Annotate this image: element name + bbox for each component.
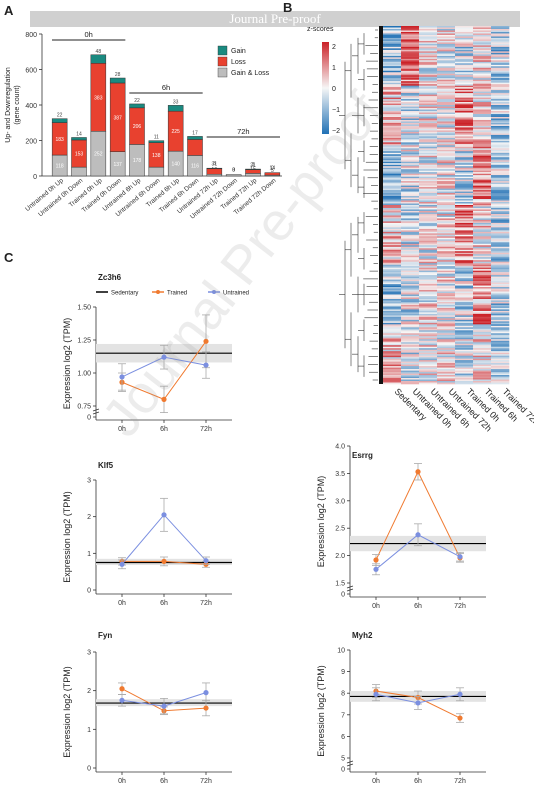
bar-segment <box>225 174 242 177</box>
bar-value-label: 0 <box>232 168 235 174</box>
bar-segment <box>206 173 223 177</box>
bar-value-label: 22 <box>134 98 140 104</box>
bar-value-label: 3 <box>252 162 255 168</box>
bar-value-label: 387 <box>113 115 122 121</box>
bar-value-label: 3 <box>213 161 216 167</box>
bar-segment <box>245 173 261 177</box>
y-tick-label: 0 <box>33 174 37 181</box>
bar-value-label: 118 <box>56 164 64 170</box>
bar-segment <box>264 172 281 176</box>
bar-segment <box>51 118 68 123</box>
legend-swatch <box>217 45 228 56</box>
group-label: 72h <box>237 127 250 136</box>
panel-b-label: B <box>283 0 293 15</box>
bar-value-label: 14 <box>76 131 82 137</box>
bar-value-label: 14 <box>270 166 276 172</box>
bar-value-label: 11 <box>154 135 159 141</box>
journal-banner: Journal Pre-proof <box>30 11 520 27</box>
bar-segment <box>129 103 145 109</box>
bar-value-label: 31 <box>212 162 218 168</box>
bar-value-label: 33 <box>173 99 179 105</box>
y-axis-label: Up- and Downregulation (gene count) <box>5 67 21 143</box>
bar-value-label: 28 <box>115 72 121 78</box>
y-tick-label: 800 <box>25 32 37 39</box>
bar-value-label: 48 <box>96 49 102 55</box>
legend-label: Loss <box>231 59 246 66</box>
bar-value-label: 140 <box>171 162 180 168</box>
bar-segment <box>71 137 87 141</box>
legend-label: Gain & Loss <box>231 70 270 77</box>
bar-value-label: 252 <box>94 152 103 158</box>
y-axis-label-line2: (gene count) <box>14 85 21 124</box>
bar-value-label: 183 <box>55 137 64 143</box>
y-tick-label: 600 <box>25 68 37 75</box>
legend-label: Gain <box>231 48 246 55</box>
bar-segment <box>167 105 184 112</box>
panel-a-label: A <box>4 3 14 18</box>
y-tick-label: 200 <box>25 139 37 146</box>
bar-value-label: 0 <box>271 166 274 172</box>
group-label: 6h <box>162 83 170 92</box>
banner-text: Journal Pre-proof <box>229 11 321 26</box>
group-label: 0h <box>84 30 92 39</box>
bar-segment <box>245 168 261 170</box>
bar-value-label: 0 <box>232 168 235 174</box>
panel-c-label: C <box>4 250 14 265</box>
bar-segment <box>187 136 203 140</box>
bar-segment <box>148 140 165 143</box>
bar-segment <box>206 167 223 170</box>
bar-value-label: 225 <box>171 129 180 135</box>
legend-swatch <box>217 56 228 67</box>
bar-value-label: 178 <box>133 158 142 164</box>
bar-value-label: 116 <box>191 164 199 170</box>
bar-segment <box>109 77 126 84</box>
bar-value-label: 383 <box>94 95 103 101</box>
bar-value-label: 17 <box>192 130 198 136</box>
bar-segment <box>245 169 261 174</box>
bar-value-label: 138 <box>152 153 161 159</box>
legend-swatch <box>217 67 228 78</box>
bar-segment <box>206 168 223 175</box>
y-tick-label: 400 <box>25 103 37 110</box>
bar-value-label: 153 <box>75 152 84 158</box>
bar-value-label: 206 <box>133 124 142 130</box>
bar-value-label: 5 <box>271 168 274 174</box>
bar-value-label: 22 <box>57 113 63 119</box>
bar-value-label: 8 <box>232 168 235 174</box>
bar-value-label: 137 <box>113 162 122 168</box>
y-axis-label-line1: Up- and Downregulation <box>5 67 12 143</box>
bar-segment <box>148 166 165 177</box>
bar-segment <box>71 166 87 177</box>
bar-segment <box>90 54 107 64</box>
bar-segment <box>187 139 203 156</box>
bar-value-label: 21 <box>250 163 256 169</box>
